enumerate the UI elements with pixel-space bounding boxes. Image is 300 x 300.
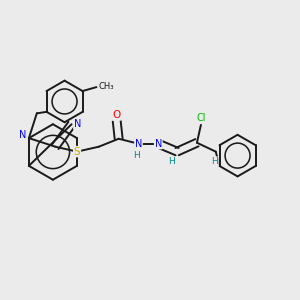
- Text: H: H: [168, 157, 175, 166]
- Text: N: N: [74, 119, 81, 129]
- Text: H: H: [212, 157, 218, 166]
- Text: O: O: [112, 110, 121, 120]
- Text: H: H: [133, 151, 140, 160]
- Text: S: S: [74, 147, 80, 157]
- Text: N: N: [154, 139, 162, 149]
- Text: N: N: [19, 130, 27, 140]
- Text: N: N: [135, 139, 142, 149]
- Text: Cl: Cl: [196, 113, 206, 123]
- Text: CH₃: CH₃: [98, 82, 114, 91]
